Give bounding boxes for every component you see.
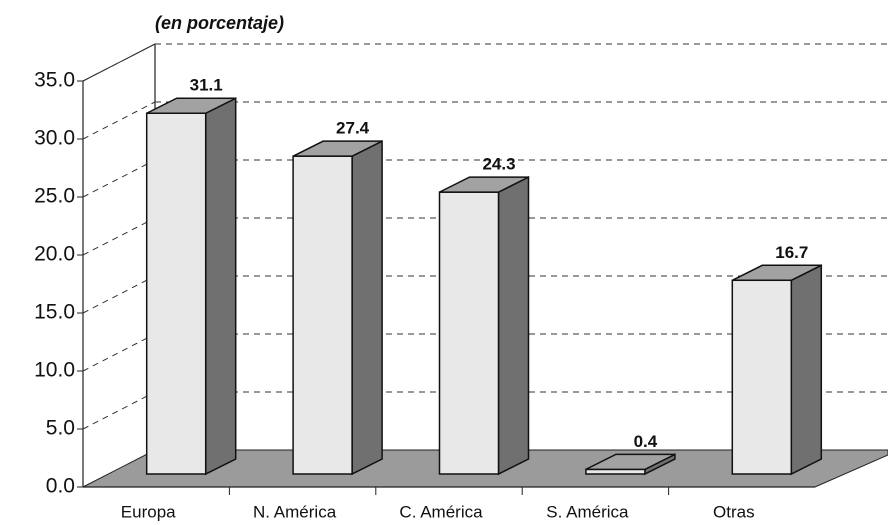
- value-label: 24.3: [482, 155, 515, 174]
- y-tick-label: 10.0: [34, 359, 75, 382]
- x-tick-label: C. América: [399, 502, 483, 521]
- bar-top: [585, 453, 676, 471]
- y-tick-label: 35.0: [34, 69, 75, 92]
- value-label: 0.4: [634, 432, 658, 451]
- y-tick-label: 25.0: [34, 185, 75, 208]
- bar-side: [204, 97, 237, 476]
- bar-side: [790, 264, 823, 476]
- value-label: 16.7: [775, 243, 808, 262]
- y-tick-label: 5.0: [46, 417, 75, 440]
- y-tick-label: 30.0: [34, 127, 75, 150]
- grid-line: [82, 159, 156, 198]
- bar: [731, 279, 793, 475]
- bar-side: [351, 139, 383, 476]
- bar-top: [731, 264, 822, 282]
- bar: [438, 191, 500, 475]
- grid-line: [82, 333, 156, 372]
- grid-line: [82, 391, 156, 430]
- y-tick-label: 20.0: [34, 243, 75, 266]
- bar-top: [292, 140, 383, 157]
- x-tick-label: N. América: [253, 502, 337, 521]
- grid-line: [82, 101, 156, 140]
- y-tick-label: 0.0: [46, 475, 75, 498]
- value-label: 27.4: [336, 119, 370, 138]
- x-tick-label: Otras: [713, 502, 755, 521]
- grid-line: [82, 43, 156, 82]
- y-tick-label: 15.0: [34, 301, 75, 324]
- bar-side: [497, 175, 530, 476]
- chart-subtitle: (en porcentaje): [155, 13, 284, 33]
- bar-top: [146, 97, 237, 114]
- x-tick-label: Europa: [121, 502, 176, 521]
- grid-line: [82, 217, 156, 256]
- grid-line: [82, 275, 156, 314]
- bar: [145, 112, 207, 475]
- x-tick-label: S. América: [546, 502, 629, 521]
- bar: [292, 155, 353, 475]
- bar-top: [439, 176, 529, 193]
- value-label: 31.1: [190, 76, 223, 95]
